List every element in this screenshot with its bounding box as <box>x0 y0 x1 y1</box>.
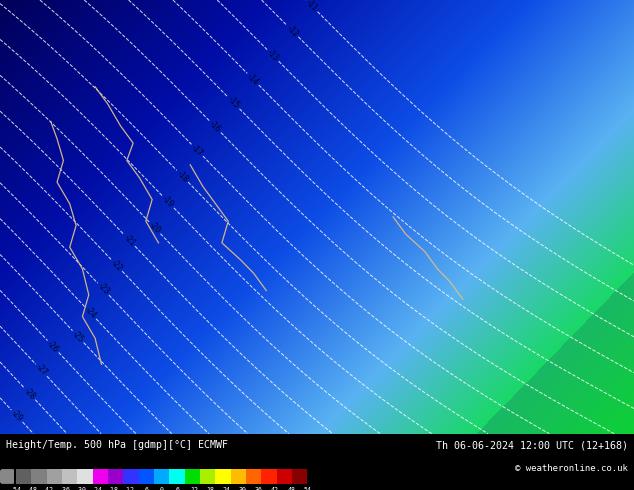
Bar <box>292 468 307 484</box>
Text: -29: -29 <box>10 409 25 424</box>
Text: 54: 54 <box>304 487 311 490</box>
Text: 0: 0 <box>160 487 164 490</box>
Bar <box>77 468 93 484</box>
Text: 6: 6 <box>176 487 180 490</box>
Text: 36: 36 <box>255 487 263 490</box>
Text: -25: -25 <box>70 329 86 344</box>
Text: 18: 18 <box>206 487 214 490</box>
Text: 48: 48 <box>287 487 295 490</box>
Text: -36: -36 <box>58 487 70 490</box>
Text: -19: -19 <box>160 195 176 210</box>
Text: Th 06-06-2024 12:00 UTC (12+168): Th 06-06-2024 12:00 UTC (12+168) <box>436 441 628 450</box>
Bar <box>93 468 108 484</box>
Bar <box>31 468 46 484</box>
Text: -30: -30 <box>75 487 87 490</box>
Bar <box>231 468 246 484</box>
Text: -48: -48 <box>26 487 38 490</box>
Text: -21: -21 <box>122 233 137 248</box>
Text: -14: -14 <box>245 72 261 87</box>
Text: -17: -17 <box>190 143 205 158</box>
Text: Height/Temp. 500 hPa [gdmp][°C] ECMWF: Height/Temp. 500 hPa [gdmp][°C] ECMWF <box>6 441 228 450</box>
Text: -16: -16 <box>208 119 223 134</box>
Bar <box>200 468 216 484</box>
Text: -24: -24 <box>83 305 98 320</box>
Text: -12: -12 <box>285 24 300 39</box>
Text: -24: -24 <box>91 487 103 490</box>
Bar <box>16 468 31 484</box>
Text: -13: -13 <box>266 48 280 63</box>
Bar <box>246 468 261 484</box>
Text: -27: -27 <box>34 363 49 378</box>
Text: 12: 12 <box>190 487 198 490</box>
Text: -20: -20 <box>147 220 162 235</box>
Text: -11: -11 <box>304 0 320 13</box>
Bar <box>261 468 277 484</box>
Bar <box>46 468 62 484</box>
Bar <box>123 468 139 484</box>
Bar <box>154 468 169 484</box>
Text: -42: -42 <box>42 487 55 490</box>
Text: -15: -15 <box>226 96 242 111</box>
Bar <box>62 468 77 484</box>
Text: 24: 24 <box>223 487 231 490</box>
Text: -6: -6 <box>141 487 150 490</box>
Text: -54: -54 <box>10 487 22 490</box>
Text: -28: -28 <box>22 386 37 401</box>
Bar <box>139 468 154 484</box>
Text: -23: -23 <box>96 282 111 296</box>
Bar <box>108 468 123 484</box>
Text: -22: -22 <box>109 258 124 273</box>
Text: 30: 30 <box>238 487 247 490</box>
Bar <box>277 468 292 484</box>
Text: -12: -12 <box>123 487 135 490</box>
Bar <box>169 468 184 484</box>
Bar <box>216 468 231 484</box>
Text: -26: -26 <box>46 339 61 354</box>
Text: -18: -18 <box>175 169 190 184</box>
FancyArrow shape <box>0 470 13 483</box>
Bar <box>184 468 200 484</box>
Text: © weatheronline.co.uk: © weatheronline.co.uk <box>515 464 628 473</box>
Text: -18: -18 <box>107 487 119 490</box>
Text: 42: 42 <box>271 487 279 490</box>
